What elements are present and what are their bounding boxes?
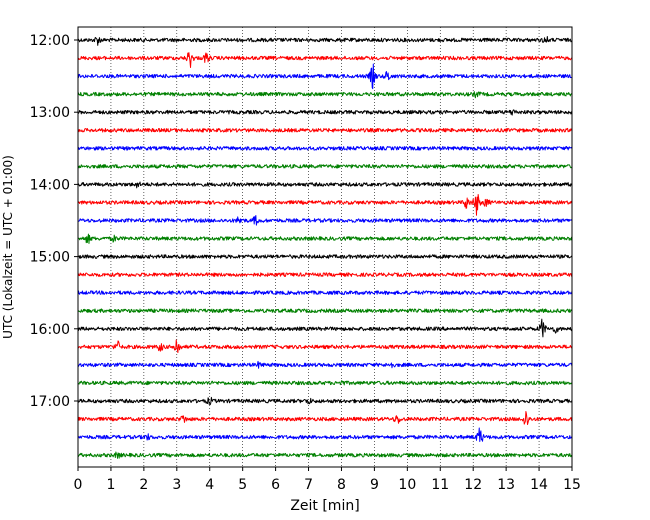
trace-line bbox=[77, 290, 573, 295]
trace-line bbox=[77, 308, 573, 314]
y-tick-label: 15:00 bbox=[30, 250, 70, 266]
x-tick-label: 10 bbox=[398, 477, 416, 493]
y-tick-label: 12:00 bbox=[30, 33, 70, 49]
x-tick-label: 6 bbox=[271, 477, 280, 493]
x-tick-label: 8 bbox=[337, 477, 346, 493]
x-axis-label: Zeit [min] bbox=[290, 498, 359, 514]
y-tick-label: 14:00 bbox=[30, 177, 70, 193]
trace-line bbox=[77, 451, 573, 459]
trace-line bbox=[77, 36, 573, 46]
trace-line bbox=[77, 254, 573, 259]
x-tick-label: 11 bbox=[431, 477, 449, 493]
y-tick-label: 13:00 bbox=[30, 105, 70, 121]
trace-line bbox=[77, 360, 573, 369]
x-axis-ticks: 0 1 2 3 4 5 6 7 8 9 10 11 12 13 14 15 bbox=[74, 467, 581, 493]
trace-line bbox=[77, 127, 573, 133]
y-axis-label: UTC (Lokalzeit = UTC + 01:00) bbox=[1, 155, 15, 339]
trace-line bbox=[77, 272, 573, 277]
y-axis-ticks: 12:00 13:00 14:00 15:00 16:00 17:00 bbox=[30, 33, 78, 410]
x-tick-label: 4 bbox=[205, 477, 214, 493]
x-tick-label: 5 bbox=[238, 477, 247, 493]
x-tick-label: 14 bbox=[530, 477, 548, 493]
trace-line bbox=[77, 91, 573, 99]
plot-frame bbox=[77, 26, 573, 468]
x-tick-label: 9 bbox=[370, 477, 379, 493]
trace-line bbox=[77, 380, 573, 386]
y-tick-label: 17:00 bbox=[30, 394, 70, 410]
x-tick-label: 0 bbox=[74, 477, 83, 493]
y-tick-label: 16:00 bbox=[30, 322, 70, 338]
trace-line bbox=[77, 215, 573, 226]
trace-line bbox=[77, 63, 573, 90]
x-tick-label: 2 bbox=[139, 477, 148, 493]
x-tick-label: 3 bbox=[172, 477, 181, 493]
trace-line bbox=[77, 164, 573, 169]
grid-lines bbox=[110, 27, 540, 467]
trace-line bbox=[77, 233, 573, 244]
x-tick-label: 15 bbox=[563, 477, 581, 493]
trace-line bbox=[77, 339, 573, 354]
x-tick-label: 7 bbox=[304, 477, 313, 493]
trace-line bbox=[77, 427, 573, 443]
trace-line bbox=[77, 181, 573, 189]
trace-line bbox=[77, 52, 573, 68]
trace-line bbox=[77, 109, 573, 116]
trace-lines bbox=[77, 36, 573, 459]
trace-line bbox=[77, 146, 573, 151]
x-tick-label: 12 bbox=[464, 477, 482, 493]
trace-line bbox=[77, 410, 573, 426]
trace-line bbox=[77, 193, 573, 216]
trace-line bbox=[77, 318, 573, 338]
trace-line bbox=[77, 396, 573, 406]
x-tick-label: 1 bbox=[106, 477, 115, 493]
x-tick-label: 13 bbox=[497, 477, 515, 493]
